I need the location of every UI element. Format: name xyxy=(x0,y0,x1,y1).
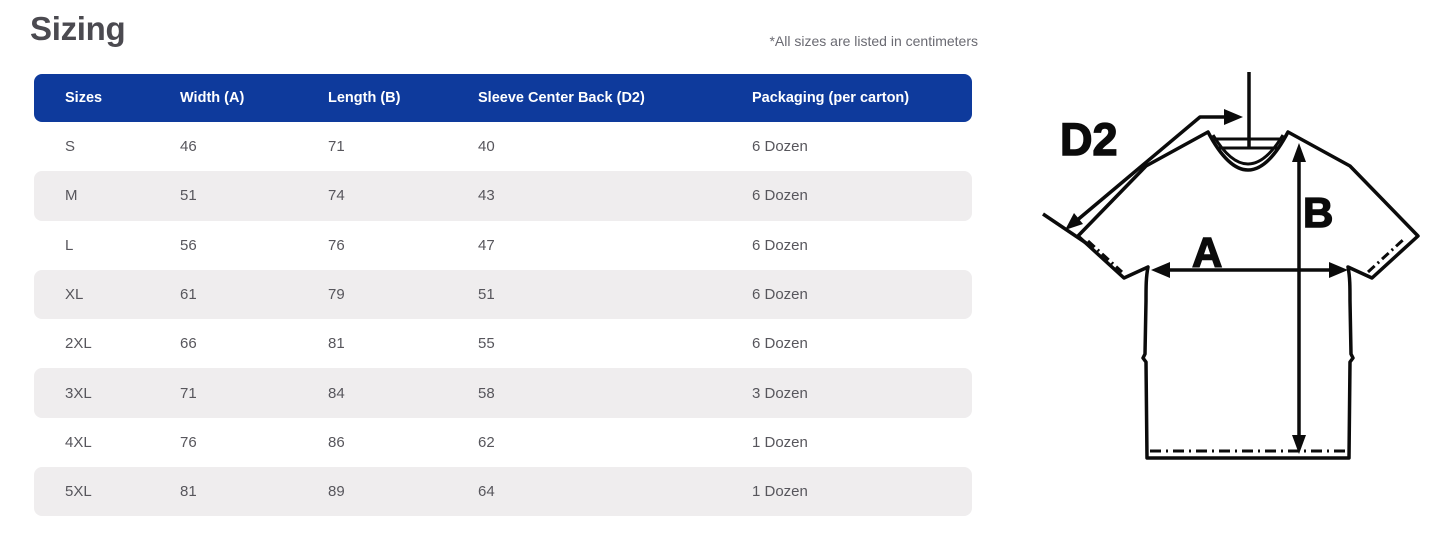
table-cell: 84 xyxy=(328,384,345,402)
a-label: A xyxy=(1192,229,1222,276)
table-cell: 5XL xyxy=(65,483,92,501)
table-cell: 4XL xyxy=(65,433,92,451)
table-cell: 6 Dozen xyxy=(752,236,808,254)
table-row: M 51 74 43 6 Dozen xyxy=(34,171,972,221)
table-cell: 86 xyxy=(328,433,345,451)
page-title: Sizing xyxy=(30,10,126,47)
table-row: 2XL 66 81 55 6 Dozen xyxy=(34,319,972,368)
b-arrowhead-top xyxy=(1292,143,1306,162)
b-arrowhead-bottom xyxy=(1292,435,1306,454)
column-header: Packaging (per carton) xyxy=(752,90,910,106)
table-cell: 61 xyxy=(180,286,197,304)
table-cell: 47 xyxy=(478,236,495,254)
table-cell: 6 Dozen xyxy=(752,138,808,156)
a-arrowhead-right xyxy=(1329,262,1348,278)
column-header: Sleeve Center Back (D2) xyxy=(478,90,645,106)
size-table: Sizes Width (A) Length (B) Sleeve Center Ba… xyxy=(34,74,972,517)
table-cell: 71 xyxy=(328,138,345,156)
d2-label: D2 xyxy=(1060,114,1118,165)
table-cell: 81 xyxy=(328,335,345,353)
table-cell: 6 Dozen xyxy=(752,335,808,353)
table-cell: M xyxy=(65,187,78,205)
table-cell: 89 xyxy=(328,483,345,501)
table-body: S 46 71 40 6 Dozen M 51 74 43 6 Dozen L 56 76 47 6 Doz… xyxy=(34,122,972,517)
table-cell: 6 Dozen xyxy=(752,286,808,304)
table-cell: 79 xyxy=(328,286,345,304)
left-cuff-hem-line xyxy=(1086,239,1124,274)
table-cell: 1 Dozen xyxy=(752,483,808,501)
table-cell: 51 xyxy=(180,187,197,205)
table-cell: XL xyxy=(65,286,84,304)
table-cell: 51 xyxy=(478,286,495,304)
d2-stop-line xyxy=(1042,212,1093,249)
table-row: XL 61 79 51 6 Dozen xyxy=(34,269,972,320)
table-cell: 3 Dozen xyxy=(752,384,808,402)
table-row: 5XL 81 89 64 1 Dozen xyxy=(34,467,972,517)
tshirt-outline xyxy=(1076,130,1420,460)
table-cell: 81 xyxy=(180,483,197,501)
table-cell: L xyxy=(65,236,74,254)
table-cell: 6 Dozen xyxy=(752,187,808,205)
right-cuff-hem-line xyxy=(1366,237,1406,274)
table-cell: 76 xyxy=(328,236,345,254)
column-header: Length (B) xyxy=(328,90,401,106)
table-cell: 46 xyxy=(180,138,197,156)
table-cell: 76 xyxy=(180,433,197,451)
table-cell: 40 xyxy=(478,138,495,156)
table-cell: S xyxy=(65,138,76,156)
table-cell: 62 xyxy=(478,433,495,451)
table-cell: 43 xyxy=(478,187,495,205)
collar-inner-arc xyxy=(1211,134,1285,166)
b-label: B xyxy=(1303,189,1333,236)
column-header: Width (A) xyxy=(180,90,245,106)
table-row: S 46 71 40 6 Dozen xyxy=(34,122,972,171)
table-cell: 74 xyxy=(328,187,345,205)
a-arrowhead-left xyxy=(1151,262,1170,278)
table-cell: 55 xyxy=(478,335,495,353)
table-cell: 58 xyxy=(478,384,495,402)
table-row: 4XL 76 86 62 1 Dozen xyxy=(34,418,972,467)
d2-measure-line xyxy=(1073,115,1230,224)
d2-arrowhead-left xyxy=(1065,213,1083,230)
table-cell: 3XL xyxy=(65,384,92,402)
table-cell: 64 xyxy=(478,483,495,501)
table-cell: 56 xyxy=(180,236,197,254)
table-cell: 71 xyxy=(180,384,197,402)
table-header-row: Sizes Width (A) Length (B) Sleeve Center Ba… xyxy=(34,74,972,122)
column-header: Sizes xyxy=(65,90,103,106)
units-note: *All sizes are listed in centimeters xyxy=(769,33,978,49)
tshirt-diagram-svg: D2 A B xyxy=(1042,72,1420,460)
table-cell: 1 Dozen xyxy=(752,433,808,451)
d2-arrowhead-right xyxy=(1224,109,1243,125)
table-row: L 56 76 47 6 Dozen xyxy=(34,221,972,270)
table-cell: 2XL xyxy=(65,335,92,353)
table-row: 3XL 71 84 58 3 Dozen xyxy=(34,368,972,418)
table-cell: 66 xyxy=(180,335,197,353)
tshirt-measurement-diagram: D2 A B xyxy=(1010,55,1440,495)
